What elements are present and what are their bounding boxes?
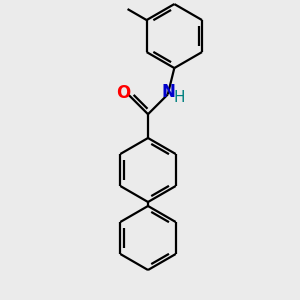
Text: N: N <box>162 83 176 101</box>
Text: O: O <box>116 84 130 102</box>
Text: H: H <box>173 90 184 105</box>
